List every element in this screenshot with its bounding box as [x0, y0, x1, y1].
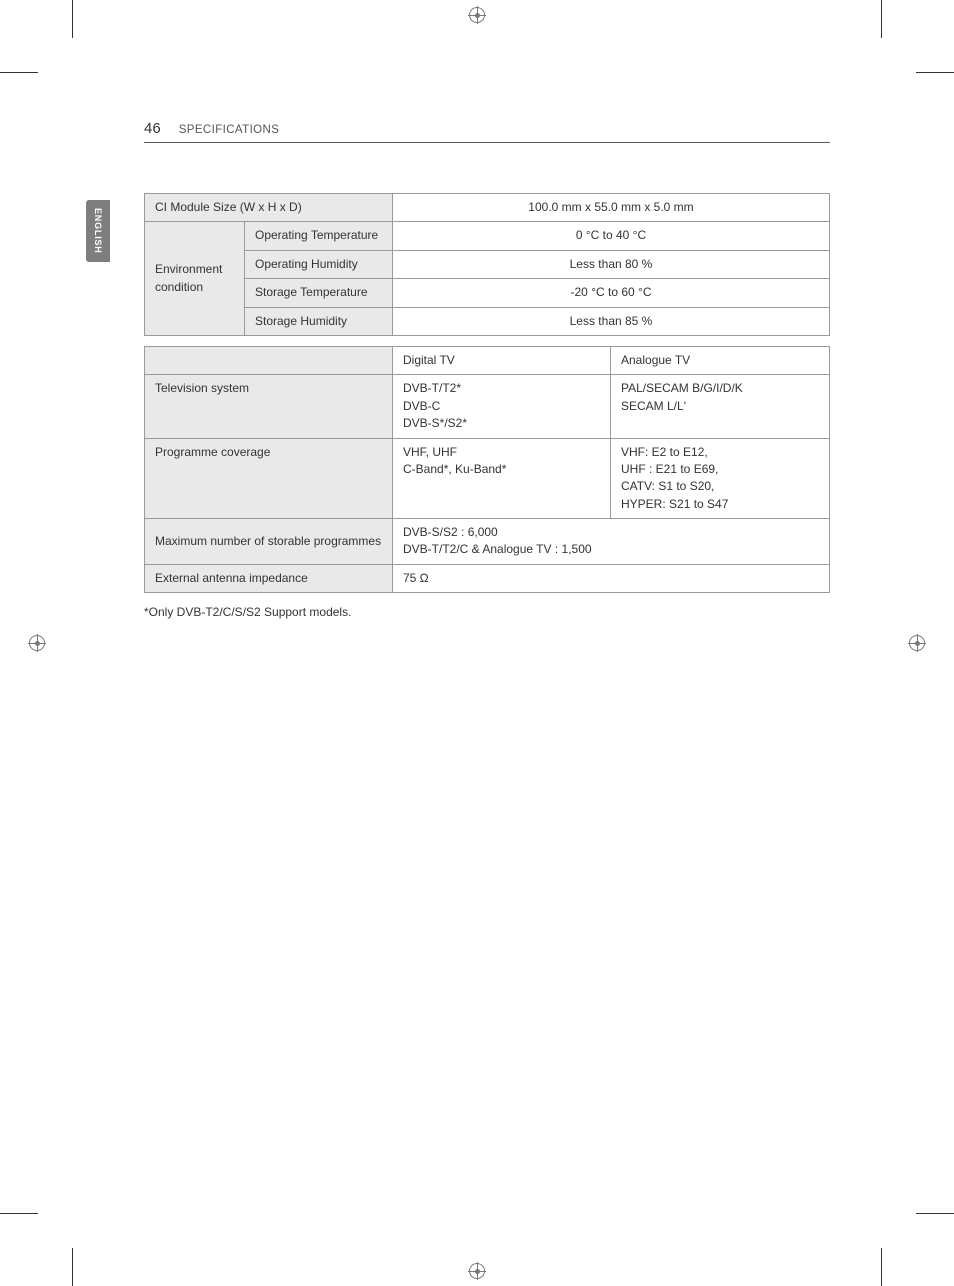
- cell-value: PAL/SECAM B/G/I/D/K SECAM L/L': [611, 375, 830, 438]
- cell-value: 0 °C to 40 °C: [393, 222, 830, 250]
- specs-table-environment: CI Module Size (W x H x D) 100.0 mm x 55…: [144, 193, 830, 336]
- crop-mark-icon: [916, 72, 954, 73]
- page-content: 46 SPECIFICATIONS CI Module Size (W x H …: [144, 120, 830, 619]
- cell-label: External antenna impedance: [145, 564, 393, 592]
- table-row: Storage Humidity Less than 85 %: [145, 307, 830, 335]
- page-header: 46 SPECIFICATIONS: [144, 120, 830, 143]
- language-tab: ENGLISH: [86, 200, 110, 262]
- cell-value: DVB-T/T2* DVB-C DVB-S*/S2*: [393, 375, 611, 438]
- cell-label: Environment condition: [145, 222, 245, 336]
- cell-label: Programme coverage: [145, 438, 393, 519]
- specs-table-tv: Digital TV Analogue TV Television system…: [144, 346, 830, 593]
- table-row: External antenna impedance 75 Ω: [145, 564, 830, 592]
- crop-mark-icon: [72, 0, 73, 38]
- cell-label: Television system: [145, 375, 393, 438]
- cell-value: Less than 85 %: [393, 307, 830, 335]
- cell-label: Operating Temperature: [245, 222, 393, 250]
- cell-value: Less than 80 %: [393, 250, 830, 278]
- crop-mark-icon: [0, 1213, 38, 1214]
- crop-mark-icon: [881, 1248, 882, 1286]
- registration-mark-icon: [470, 1264, 484, 1278]
- page-number: 46: [144, 120, 161, 137]
- registration-mark-icon: [30, 636, 44, 650]
- cell-header: Analogue TV: [611, 346, 830, 374]
- table-row: Operating Humidity Less than 80 %: [145, 250, 830, 278]
- cell-label: CI Module Size (W x H x D): [145, 194, 393, 222]
- table-row: Programme coverage VHF, UHF C-Band*, Ku-…: [145, 438, 830, 519]
- crop-mark-icon: [916, 1213, 954, 1214]
- cell-value: DVB-S/S2 : 6,000 DVB-T/T2/C & Analogue T…: [393, 519, 830, 565]
- table-row: Digital TV Analogue TV: [145, 346, 830, 374]
- section-title: SPECIFICATIONS: [179, 124, 280, 136]
- table-row: CI Module Size (W x H x D) 100.0 mm x 55…: [145, 194, 830, 222]
- cell-value: 100.0 mm x 55.0 mm x 5.0 mm: [393, 194, 830, 222]
- cell-value: -20 °C to 60 °C: [393, 279, 830, 307]
- table-row: Television system DVB-T/T2* DVB-C DVB-S*…: [145, 375, 830, 438]
- cell-label: Storage Temperature: [245, 279, 393, 307]
- table-row: Storage Temperature -20 °C to 60 °C: [145, 279, 830, 307]
- cell-value: VHF: E2 to E12, UHF : E21 to E69, CATV: …: [611, 438, 830, 519]
- table-row: Environment condition Operating Temperat…: [145, 222, 830, 250]
- cell-label: Operating Humidity: [245, 250, 393, 278]
- footnote-text: *Only DVB-T2/C/S/S2 Support models.: [144, 605, 830, 619]
- crop-mark-icon: [0, 72, 38, 73]
- cell-value: 75 Ω: [393, 564, 830, 592]
- crop-mark-icon: [881, 0, 882, 38]
- cell-header: Digital TV: [393, 346, 611, 374]
- cell-blank: [145, 346, 393, 374]
- table-row: Maximum number of storable programmes DV…: [145, 519, 830, 565]
- cell-label: Maximum number of storable programmes: [145, 519, 393, 565]
- registration-mark-icon: [470, 8, 484, 22]
- cell-label: Storage Humidity: [245, 307, 393, 335]
- crop-mark-icon: [72, 1248, 73, 1286]
- registration-mark-icon: [910, 636, 924, 650]
- cell-value: VHF, UHF C-Band*, Ku-Band*: [393, 438, 611, 519]
